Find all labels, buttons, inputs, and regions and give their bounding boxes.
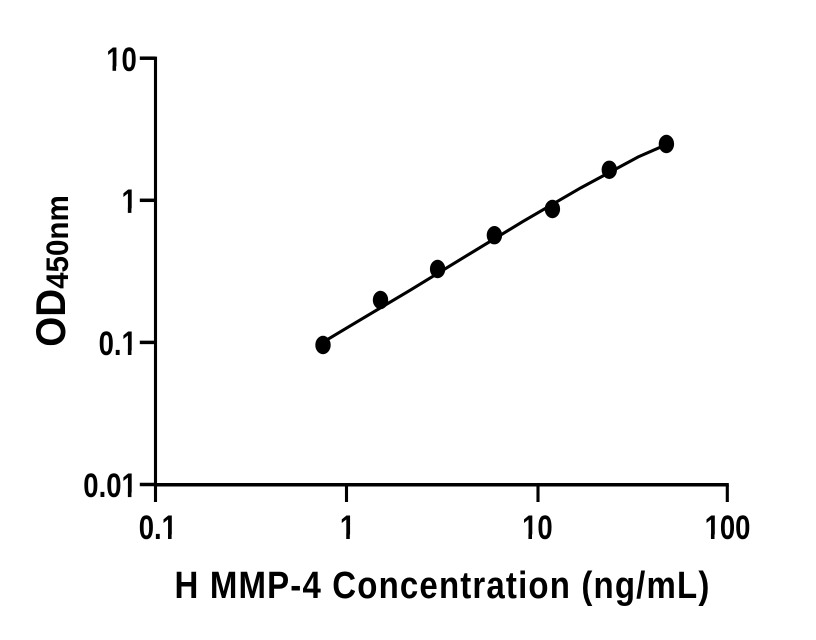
svg-text:0.01: 0.01 [83,466,137,504]
svg-text:10: 10 [106,40,137,78]
svg-text:10: 10 [522,508,553,546]
svg-text:0.1: 0.1 [139,508,177,546]
svg-text:1: 1 [122,182,137,220]
svg-text:1: 1 [340,508,355,546]
svg-text:H MMP-4 Concentration (ng/mL): H MMP-4 Concentration (ng/mL) [175,564,711,607]
svg-text:0.1: 0.1 [99,324,137,362]
svg-text:100: 100 [705,508,751,546]
